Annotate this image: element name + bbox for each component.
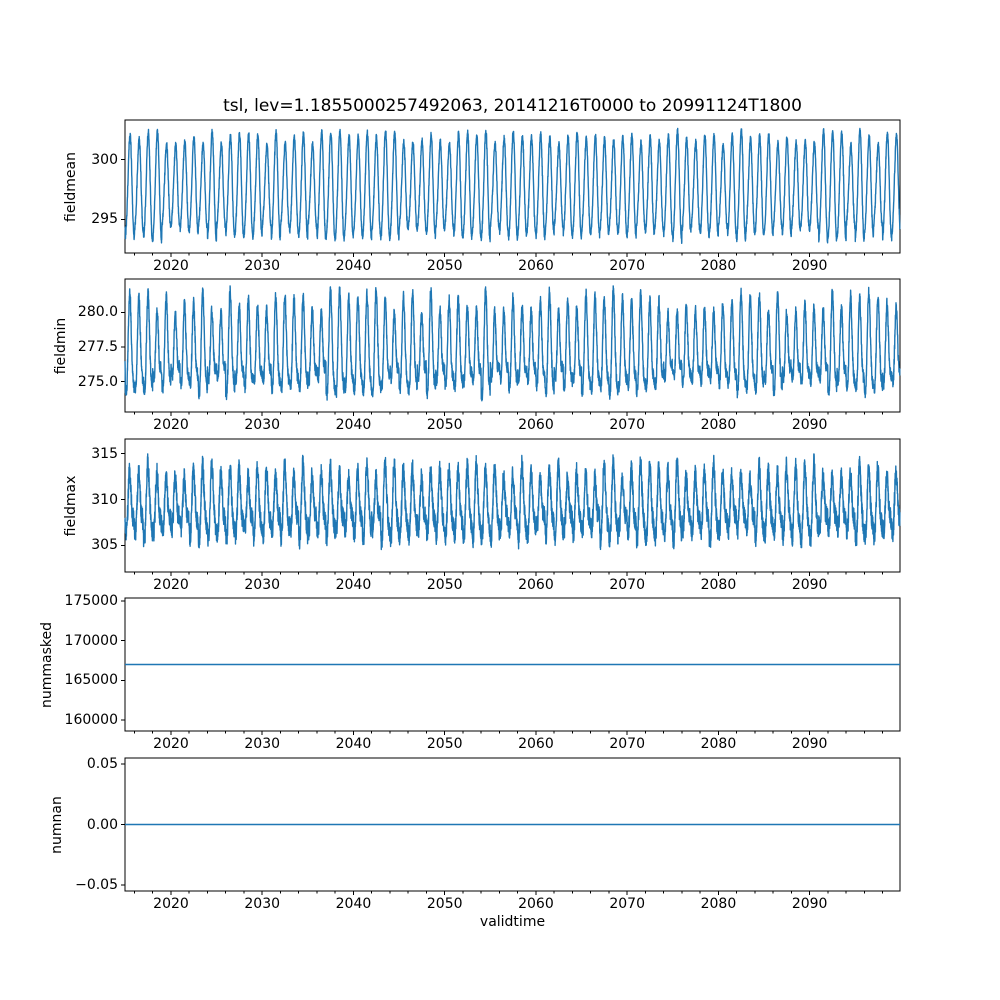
x-tick-label: 2030 [244, 258, 281, 274]
y-tick-label: 277.5 [77, 338, 118, 355]
plot-title: tsl, lev=1.1855000257492063, 20141216T00… [223, 96, 802, 116]
x-tick-label: 2090 [791, 258, 828, 274]
x-tick-label: 2020 [153, 896, 189, 912]
y-tick-label: 275.0 [77, 373, 118, 390]
y-tick-label: 315 [91, 445, 118, 462]
x-tick-label: 2050 [426, 417, 463, 433]
y-tick-label: 305 [91, 537, 118, 554]
y-axis-label-nummasked: nummasked [39, 621, 55, 709]
x-tick-label: 2030 [244, 417, 281, 433]
x-tick-label: 2030 [244, 577, 281, 593]
x-tick-label: 2040 [335, 577, 372, 593]
x-tick-label: 2040 [335, 258, 372, 274]
x-tick-label: 2020 [153, 736, 189, 752]
x-tick-label: 2020 [153, 258, 189, 274]
x-tick-label: 2090 [791, 736, 828, 752]
x-tick-label: 2080 [700, 736, 737, 752]
x-tick-label: 2070 [609, 417, 646, 433]
y-tick-label: 310 [91, 491, 118, 508]
x-tick-label: 2070 [609, 577, 646, 593]
x-tick-label: 2090 [791, 896, 828, 912]
y-tick-label: 160000 [64, 712, 118, 729]
x-tick-label: 2090 [791, 417, 828, 433]
y-tick-label: 0.05 [86, 756, 118, 773]
x-tick-label: 2020 [153, 577, 189, 593]
y-tick-label: −0.05 [75, 876, 118, 893]
x-tick-label: 2030 [244, 736, 281, 752]
x-tick-label: 2070 [609, 736, 646, 752]
x-tick-label: 2050 [426, 736, 463, 752]
x-tick-label: 2060 [518, 258, 554, 274]
y-axis-label-fieldmin: fieldmin [53, 317, 69, 375]
x-tick-label: 2050 [426, 258, 463, 274]
y-tick-label: 295 [91, 211, 118, 228]
x-tick-label: 2070 [609, 258, 646, 274]
x-tick-label: 2020 [153, 417, 189, 433]
x-tick-label: 2080 [700, 577, 737, 593]
y-tick-label: 280.0 [77, 304, 118, 321]
x-tick-label: 2090 [791, 577, 828, 593]
x-axis-label: validtime [479, 914, 546, 930]
x-tick-label: 2050 [426, 896, 463, 912]
x-tick-label: 2040 [335, 896, 372, 912]
y-axis-label-fieldmax: fieldmax [63, 475, 79, 537]
x-tick-label: 2080 [700, 417, 737, 433]
y-tick-label: 165000 [64, 672, 118, 689]
x-tick-label: 2030 [244, 896, 281, 912]
x-tick-label: 2060 [518, 736, 554, 752]
x-tick-label: 2080 [700, 896, 737, 912]
y-tick-label: 170000 [64, 632, 118, 649]
x-tick-label: 2060 [518, 896, 554, 912]
x-tick-label: 2040 [335, 736, 372, 752]
x-tick-label: 2080 [700, 258, 737, 274]
y-tick-label: 0.00 [86, 816, 118, 833]
x-tick-label: 2050 [426, 577, 463, 593]
series-line-fieldmean [124, 127, 901, 244]
y-tick-label: 175000 [64, 592, 118, 609]
x-tick-label: 2040 [335, 417, 372, 433]
x-tick-label: 2070 [609, 896, 646, 912]
x-tick-label: 2060 [518, 577, 554, 593]
y-tick-label: 300 [91, 151, 118, 168]
y-axis-label-fieldmean: fieldmean [63, 152, 79, 222]
x-tick-label: 2060 [518, 417, 554, 433]
y-axis-label-numnan: numnan [49, 796, 65, 854]
series-line-fieldmax [124, 453, 901, 551]
series-line-fieldmin [124, 285, 901, 402]
